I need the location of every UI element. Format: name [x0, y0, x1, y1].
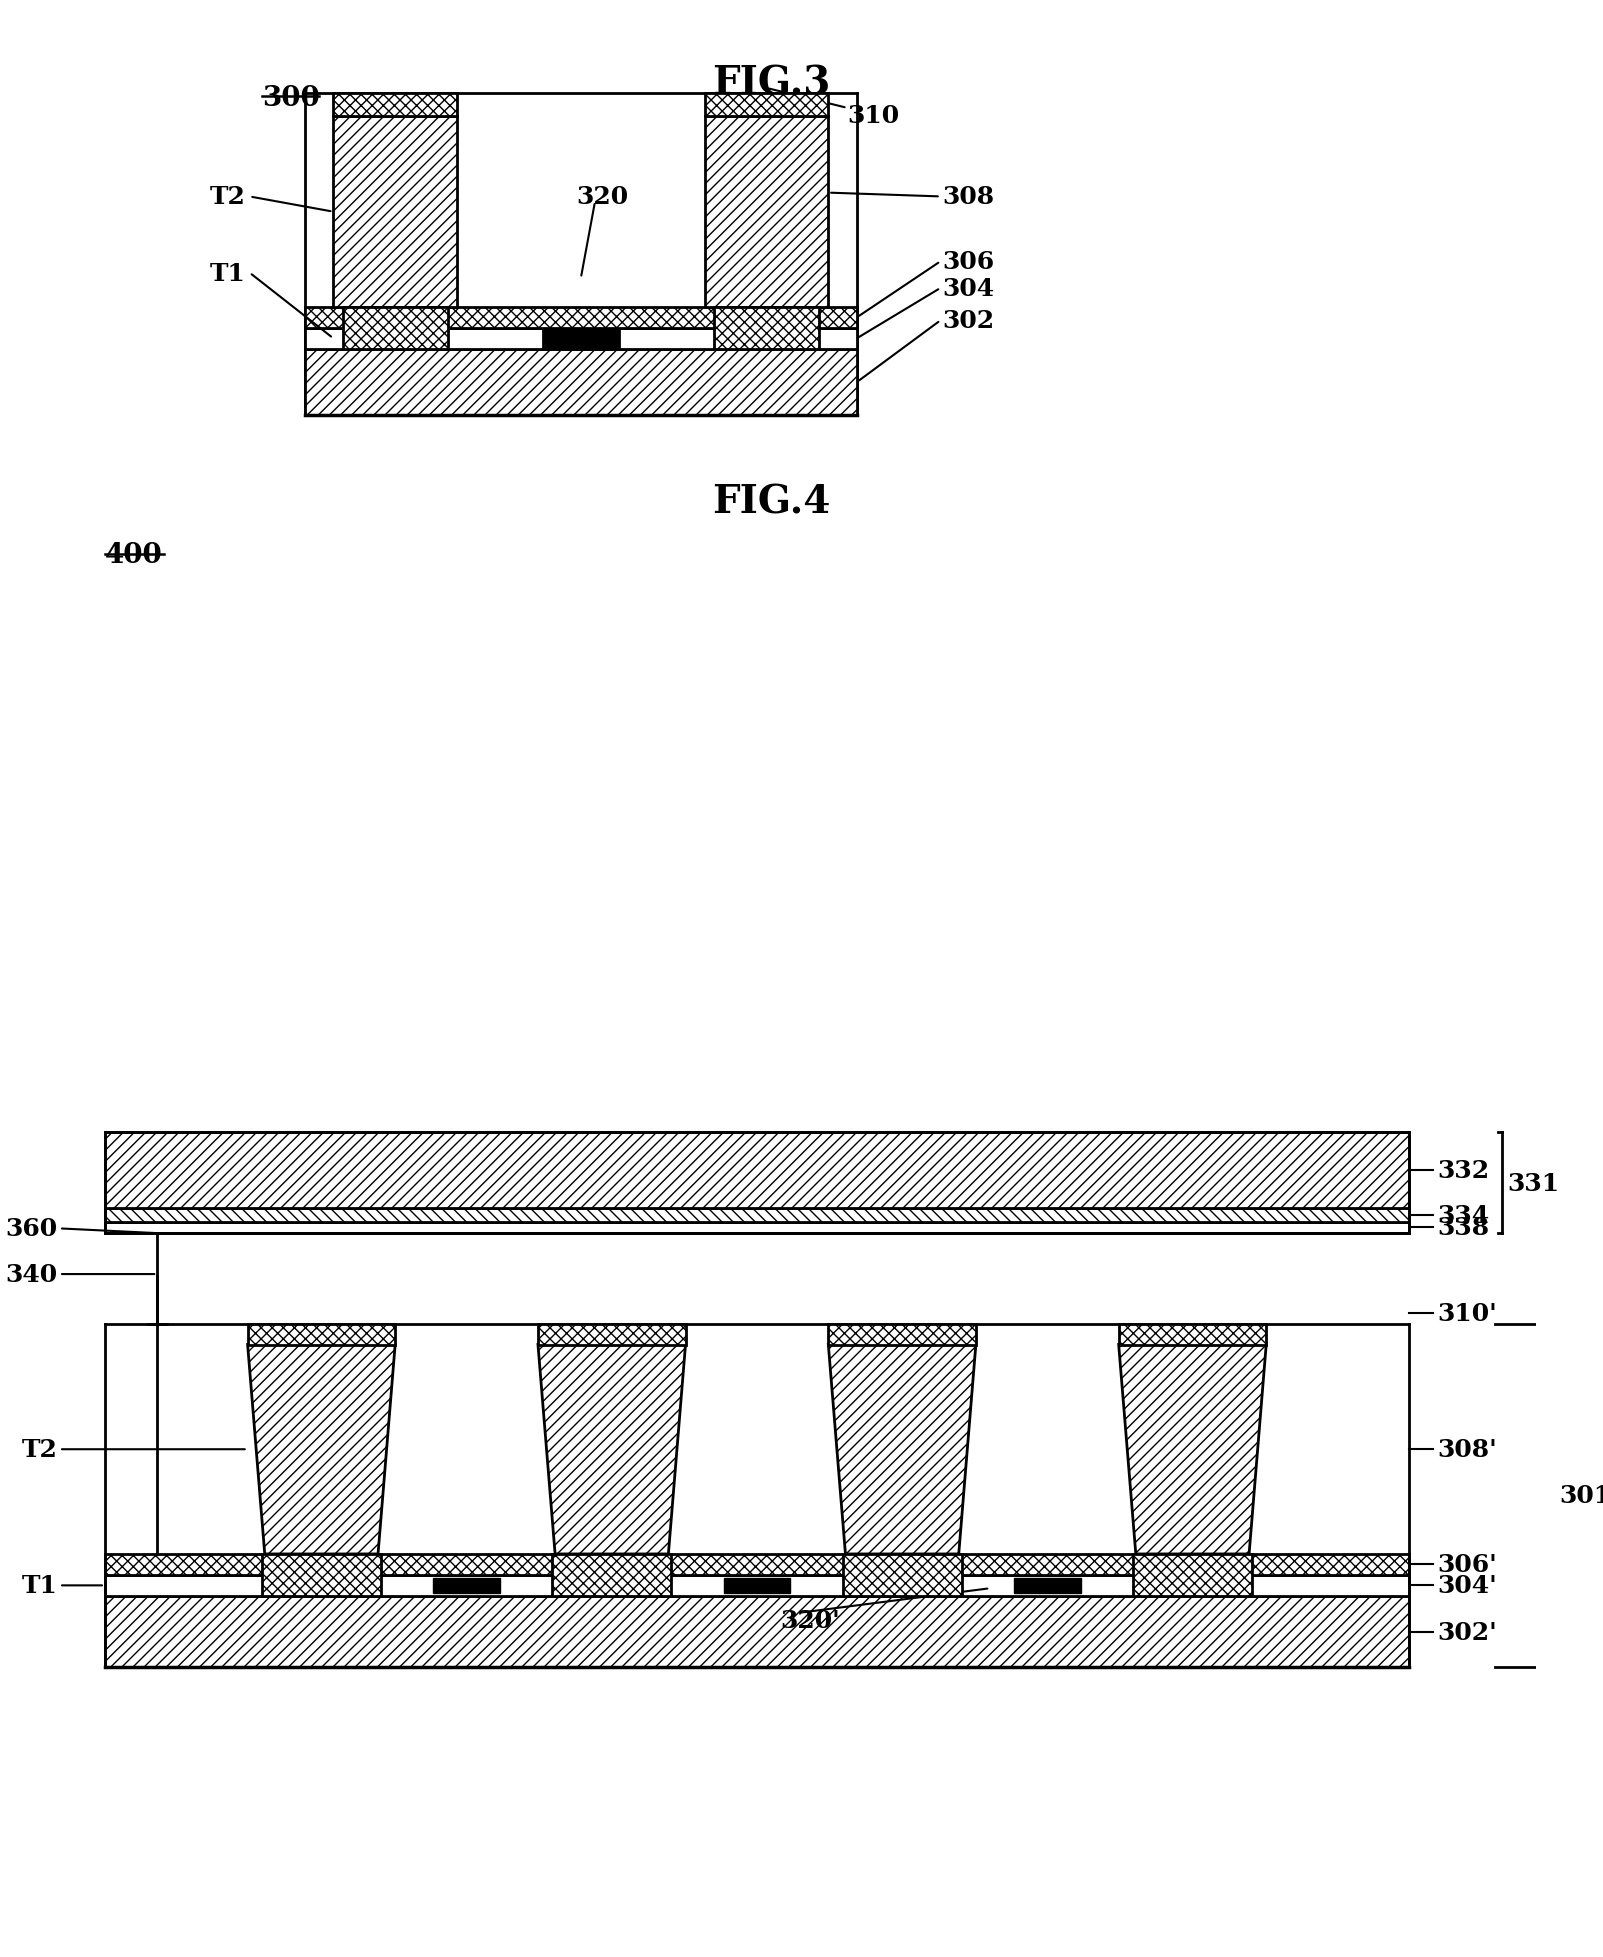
Bar [433, 1577, 500, 1593]
Bar [829, 1323, 976, 1344]
Bar [305, 350, 858, 417]
Bar [1015, 1577, 1080, 1593]
Text: 306: 306 [943, 250, 995, 274]
Bar [553, 1554, 672, 1597]
Bar [104, 1575, 1409, 1597]
Text: 320: 320 [575, 186, 628, 209]
Text: 331: 331 [1507, 1170, 1560, 1196]
Polygon shape [829, 1344, 976, 1554]
Bar [104, 1597, 1409, 1667]
Text: 360: 360 [5, 1217, 58, 1241]
Text: 304: 304 [943, 276, 995, 301]
Text: 308': 308' [1438, 1438, 1497, 1462]
Text: FIG.3: FIG.3 [712, 65, 830, 102]
Bar [705, 117, 829, 307]
Text: 400: 400 [104, 542, 162, 569]
Text: 300: 300 [261, 84, 319, 112]
Text: 301: 301 [1560, 1483, 1603, 1507]
Text: T1: T1 [210, 262, 245, 286]
Bar [104, 1209, 1409, 1221]
Text: 306': 306' [1438, 1552, 1497, 1577]
Text: 304': 304' [1438, 1573, 1497, 1597]
Bar [723, 1577, 790, 1593]
Text: 332: 332 [1438, 1159, 1489, 1182]
Bar [843, 1554, 962, 1597]
Bar [305, 329, 858, 350]
Bar [305, 307, 858, 329]
Bar [333, 117, 457, 307]
Text: FIG.4: FIG.4 [712, 483, 830, 521]
Bar [543, 331, 619, 348]
Text: 302': 302' [1438, 1620, 1497, 1644]
Bar [247, 1323, 396, 1344]
Text: 310: 310 [848, 104, 899, 127]
Bar [343, 307, 447, 350]
Text: 302: 302 [943, 309, 995, 333]
Text: 320': 320' [781, 1609, 840, 1632]
Bar [1119, 1323, 1266, 1344]
Text: 340: 340 [5, 1262, 58, 1286]
Bar [104, 1133, 1409, 1209]
Text: 334: 334 [1438, 1204, 1489, 1227]
Bar [1133, 1554, 1252, 1597]
Text: T2: T2 [210, 186, 245, 209]
Text: T2: T2 [21, 1438, 58, 1462]
Text: T1: T1 [21, 1573, 58, 1597]
Polygon shape [1119, 1344, 1266, 1554]
Text: 310': 310' [1438, 1301, 1497, 1325]
Bar [713, 307, 819, 350]
Polygon shape [247, 1344, 396, 1554]
Bar [333, 94, 457, 117]
Bar [104, 1554, 1409, 1575]
Bar [705, 94, 829, 117]
Bar [539, 1323, 686, 1344]
Bar [104, 1221, 1409, 1233]
Text: 308: 308 [943, 186, 995, 209]
Bar [261, 1554, 382, 1597]
Polygon shape [539, 1344, 686, 1554]
Text: 338: 338 [1438, 1215, 1489, 1241]
